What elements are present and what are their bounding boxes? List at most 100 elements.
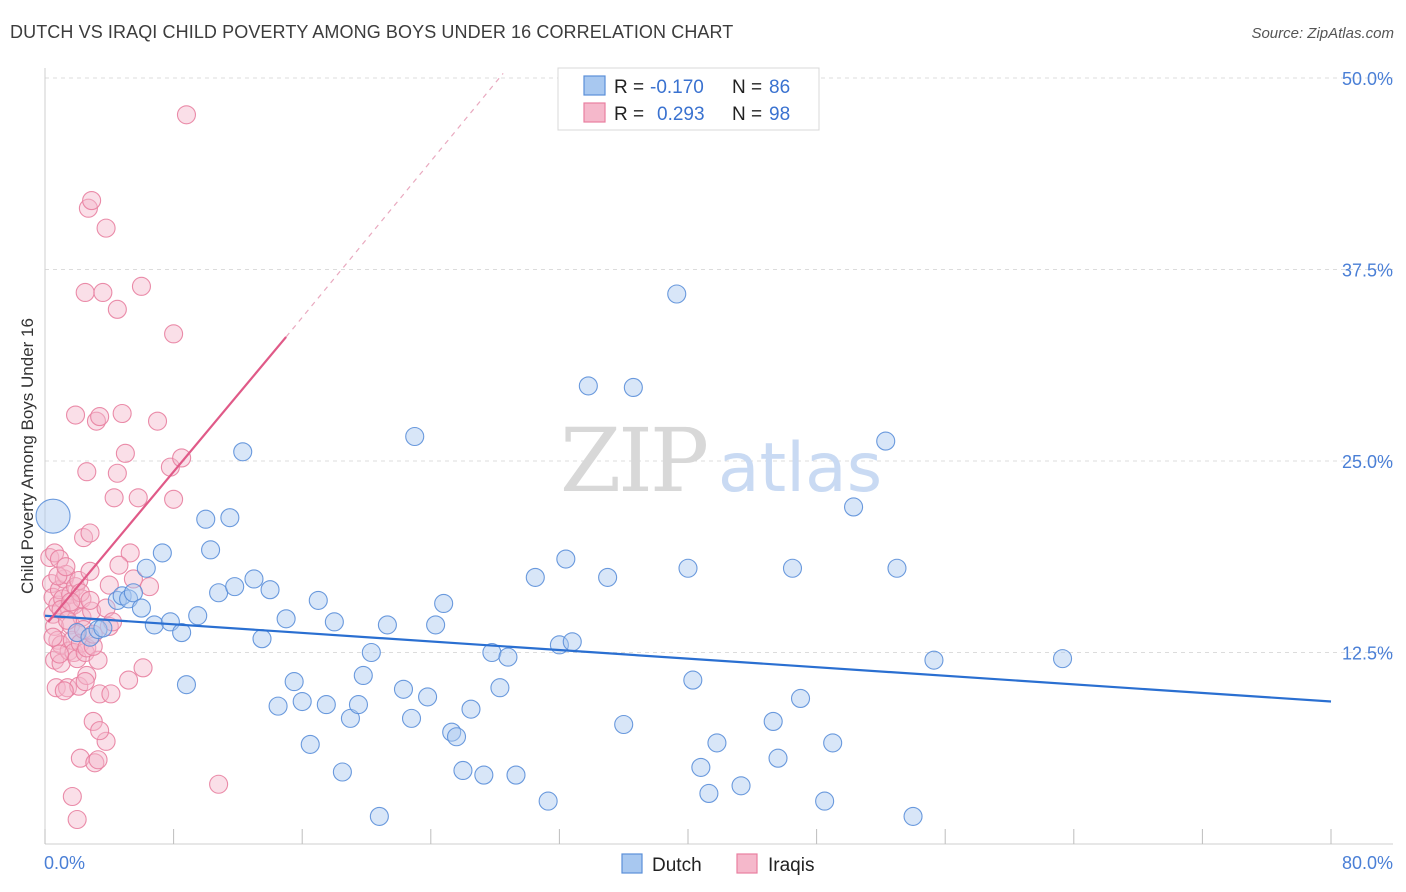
bottom-legend-swatch-iraqi — [736, 853, 758, 874]
iraqi-point-65 — [120, 543, 140, 563]
dutch-point-30 — [300, 734, 320, 754]
iraqi-point-96 — [75, 672, 95, 692]
dutch-point-82 — [924, 650, 944, 670]
y-tick-labels: 12.5% 25.0% 37.5% 50.0% — [1342, 69, 1393, 664]
dutch-point-52 — [482, 642, 502, 663]
iraqi-point-89 — [109, 555, 129, 575]
iraqi-point-90 — [67, 809, 87, 830]
iraqi-point-97 — [99, 575, 119, 595]
dutch-point-67 — [683, 670, 703, 690]
dutch-point-59 — [556, 549, 576, 569]
iraqi-point-27 — [65, 405, 86, 425]
dutch-point-4 — [93, 618, 113, 638]
trend-lines — [44, 73, 1332, 703]
dutch-point-21 — [225, 577, 245, 597]
dutch-point-49 — [453, 760, 473, 781]
dutch-point-11 — [144, 615, 164, 635]
iraqi-point-60 — [107, 463, 127, 483]
dutch-point-55 — [506, 765, 526, 785]
dutch-point-74 — [782, 558, 803, 578]
chart-title: DUTCH VS IRAQI CHILD POVERTY AMONG BOYS … — [10, 22, 734, 42]
iraqi-point-74 — [164, 324, 184, 344]
legend-r-label-dutch: R = — [614, 77, 644, 98]
iraqi-point-40 — [77, 462, 97, 482]
dutch-point-14 — [172, 623, 192, 643]
dutch-point-57 — [538, 791, 558, 811]
watermark-atlas: atlas — [718, 429, 882, 508]
iraqi-point-47 — [85, 753, 105, 773]
dutch-point-40 — [377, 615, 397, 635]
dutch-point-71 — [731, 776, 751, 796]
y-tick-label-3: 50.0% — [1342, 69, 1393, 89]
iraqi-points — [40, 105, 229, 830]
dutch-point-27 — [276, 609, 296, 629]
dutch-trend-line — [44, 614, 1332, 703]
dutch-point-83 — [1052, 649, 1073, 669]
dutch-point-64 — [623, 377, 643, 398]
dutch-point-37 — [353, 665, 373, 686]
dutch-point-22 — [233, 442, 253, 462]
iraqi-point-50 — [88, 750, 108, 770]
dutch-point-18 — [201, 540, 221, 560]
dutch-point-44 — [418, 687, 438, 707]
iraqi-point-76 — [176, 105, 197, 125]
dutch-point-56 — [525, 567, 545, 587]
dutch-point-53 — [490, 678, 510, 698]
legend-r-label-iraqi: R = — [614, 104, 644, 125]
dutch-point-79 — [876, 431, 896, 451]
legend-n-value-iraqi: 98 — [769, 104, 790, 125]
dutch-point-41 — [393, 679, 414, 699]
y-tick-label-1: 25.0% — [1342, 452, 1393, 472]
dutch-point-9 — [131, 598, 151, 618]
dutch-point-81 — [903, 806, 923, 826]
source-credit: Source: ZipAtlas.com — [1251, 25, 1394, 42]
dutch-point-19 — [209, 583, 229, 603]
iraqi-point-94 — [80, 590, 100, 610]
bottom-legend-iraqi: Iraqis — [768, 855, 814, 876]
dutch-point-75 — [790, 688, 811, 709]
dutch-points — [35, 284, 1073, 826]
dutch-point-0 — [35, 498, 71, 534]
iraqi-point-70 — [139, 577, 160, 597]
bottom-legend-swatch-dutch — [621, 853, 643, 874]
iraqi-point-51 — [90, 407, 110, 427]
gridlines — [45, 77, 1393, 653]
dutch-point-63 — [614, 714, 634, 735]
legend-r-value-dutch: -0.170 — [650, 77, 704, 98]
bottom-legend: Dutch Iraqis — [621, 853, 814, 876]
iraqi-point-69 — [133, 658, 153, 678]
legend: R = -0.170 N = 86 R = 0.293 N = 98 — [557, 67, 820, 131]
dutch-point-65 — [667, 284, 687, 304]
y-axis-label: Child Poverty Among Boys Under 16 — [18, 318, 37, 594]
dutch-point-60 — [562, 632, 582, 652]
iraqi-point-79 — [54, 681, 74, 701]
dutch-point-10 — [136, 558, 156, 578]
dutch-point-48 — [446, 727, 467, 747]
iraqi-point-63 — [115, 443, 135, 463]
dutch-point-72 — [763, 711, 783, 731]
iraqi-point-42 — [80, 523, 100, 543]
iraqi-point-95 — [56, 557, 76, 577]
iraqi-point-53 — [93, 282, 113, 303]
iraqi-point-84 — [77, 665, 97, 686]
iraqi-point-58 — [101, 684, 121, 704]
dutch-point-70 — [707, 733, 727, 753]
dutch-point-69 — [699, 783, 719, 803]
dutch-point-80 — [887, 558, 907, 578]
iraqi-point-59 — [104, 488, 124, 508]
legend-n-label-dutch: N = — [732, 77, 762, 98]
dutch-point-39 — [369, 806, 389, 826]
legend-n-value-dutch: 86 — [769, 77, 790, 98]
bottom-legend-dutch: Dutch — [652, 855, 702, 876]
iraqi-point-73 — [164, 489, 184, 509]
dutch-point-29 — [292, 691, 312, 712]
dutch-point-78 — [844, 497, 864, 517]
iraqi-point-64 — [119, 670, 139, 690]
iraqi-point-75 — [172, 448, 192, 468]
dutch-point-61 — [578, 376, 598, 396]
iraqi-point-55 — [96, 731, 116, 751]
dutch-point-16 — [188, 606, 208, 626]
legend-r-value-iraqi: 0.293 — [657, 104, 705, 125]
iraqi-point-68 — [131, 276, 151, 296]
dutch-point-31 — [308, 590, 328, 610]
